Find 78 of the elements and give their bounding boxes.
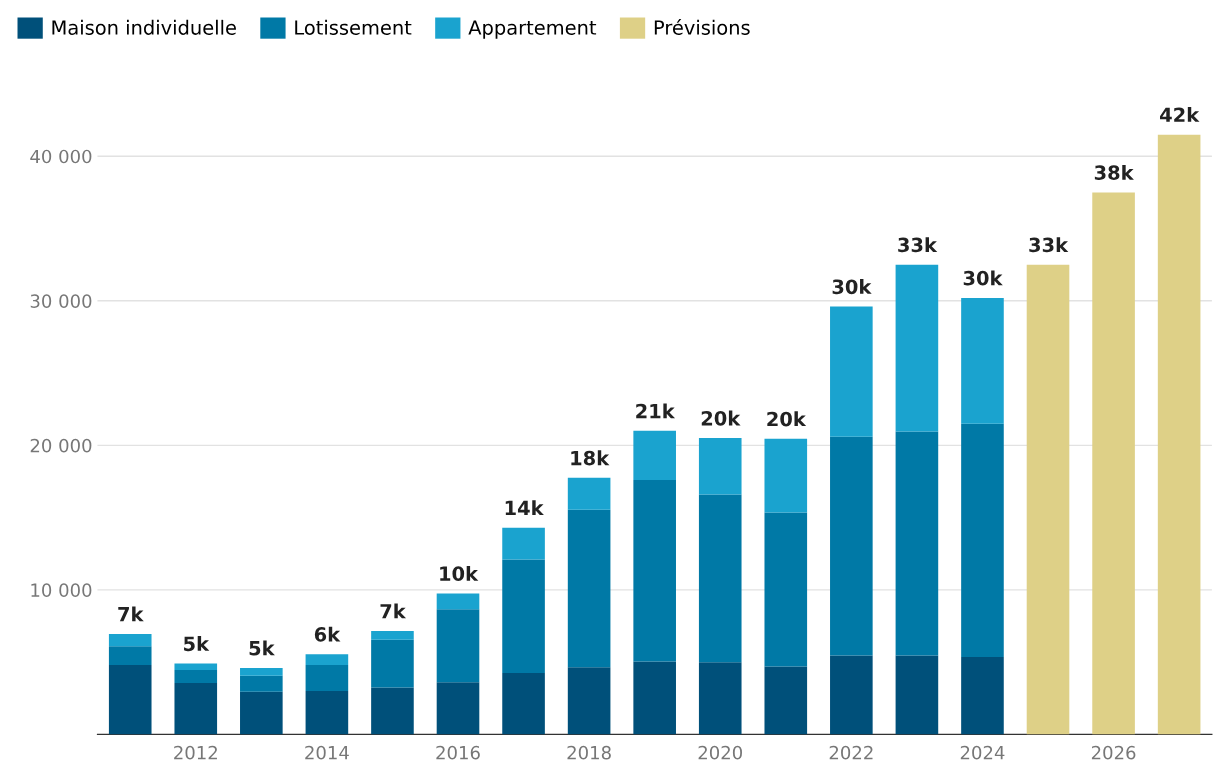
bar [240, 691, 283, 735]
total-label: 10k [440, 565, 479, 582]
bar [240, 667, 283, 676]
bar [174, 670, 218, 684]
total-label: 7k [118, 606, 144, 622]
bar [108, 646, 152, 666]
bar [371, 639, 414, 688]
y-tick-label: 20 000 [30, 438, 92, 453]
x-tick-label: 2012 [174, 745, 217, 760]
bar [567, 667, 611, 735]
bar [567, 477, 611, 510]
bar [502, 559, 545, 673]
total-label: 6k [314, 626, 341, 642]
bar [830, 436, 873, 656]
bar [240, 675, 283, 692]
bar [1157, 134, 1201, 735]
x-tick-label: 2026 [1091, 745, 1136, 760]
bar [108, 665, 152, 735]
total-label: 5k [184, 636, 210, 652]
total-label: 21k [636, 403, 676, 419]
x-tick-label: 2018 [567, 745, 611, 760]
total-label: 33k [1029, 237, 1069, 253]
bar [1092, 192, 1135, 735]
total-label: 33k [898, 237, 938, 253]
bar [633, 430, 676, 481]
bar [305, 665, 349, 692]
bar [698, 662, 742, 735]
x-tick-label: 2020 [698, 745, 743, 760]
x-tick-label: 2022 [829, 745, 873, 760]
total-label: 30k [963, 270, 1003, 286]
bar [436, 593, 480, 610]
total-label: 20k [767, 411, 807, 427]
bar [764, 666, 808, 735]
x-tick-label: 2024 [960, 745, 1005, 760]
bar [961, 423, 1004, 658]
bar [108, 633, 152, 647]
bar [961, 657, 1004, 735]
bar [371, 687, 414, 735]
legend-label: Maison individuelle [52, 19, 236, 35]
bar [502, 672, 545, 735]
legend-label: Appartement [468, 20, 597, 39]
y-tick-label: 40 000 [30, 149, 92, 164]
legend-label: Prévisions [654, 19, 750, 35]
bar [830, 306, 873, 437]
bar [502, 527, 545, 560]
bar [895, 431, 939, 656]
bar [698, 494, 742, 663]
bar [436, 682, 480, 735]
total-label: 42k [1160, 107, 1200, 122]
x-tick-label: 2016 [436, 745, 480, 760]
bar [436, 609, 480, 683]
total-label: 18k [571, 450, 610, 466]
bar [174, 663, 218, 671]
bar [633, 661, 676, 735]
total-label: 30k [832, 279, 872, 295]
bar [764, 512, 808, 667]
bar [764, 438, 808, 513]
total-label: 38k [1094, 164, 1134, 180]
x-tick-label: 2014 [305, 745, 349, 760]
bar [895, 264, 939, 432]
bar [1026, 264, 1070, 735]
bar [371, 631, 414, 640]
bar [961, 297, 1004, 424]
bar [830, 655, 873, 735]
bar [895, 655, 939, 735]
total-label: 20k [701, 410, 741, 426]
y-tick-label: 10 000 [31, 583, 92, 597]
total-label: 5k [249, 640, 275, 656]
total-label: 7k [380, 603, 407, 619]
bar [174, 683, 218, 735]
y-tick-label: 30 000 [30, 294, 92, 308]
legend-label: Lotissement [295, 19, 412, 35]
bar [305, 654, 349, 666]
bar [567, 509, 611, 668]
total-label: 14k [505, 500, 544, 515]
bar [698, 438, 742, 495]
bar [305, 691, 349, 735]
bar [633, 480, 676, 662]
